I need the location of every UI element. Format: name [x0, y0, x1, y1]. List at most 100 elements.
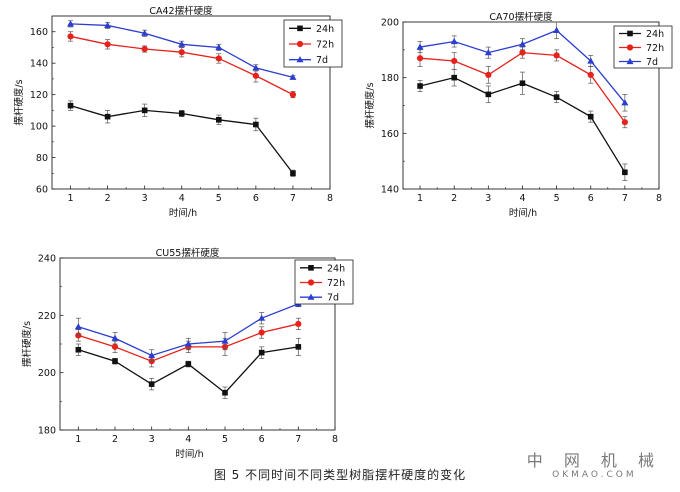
legend-label: 24h: [327, 263, 345, 274]
data-point: [295, 344, 302, 350]
series-24h: [67, 100, 296, 177]
data-point: [67, 33, 74, 40]
data-point: [148, 351, 156, 359]
legend-marker: [296, 40, 304, 48]
x-tick-label: 8: [327, 193, 333, 204]
y-tick-label: 80: [36, 153, 48, 164]
series-line: [78, 346, 299, 394]
data-point: [587, 113, 594, 120]
series-72h: [416, 46, 628, 129]
data-point: [253, 121, 259, 128]
data-point: [621, 119, 628, 126]
y-tick-label: 120: [30, 90, 48, 101]
data-point: [485, 91, 492, 98]
series-24h: [417, 68, 628, 181]
data-point: [622, 169, 628, 176]
legend: 24h 72h 7d: [283, 19, 343, 68]
figure-caption: 图 5 不同时间不同类型树脂摆杆硬度的变化: [213, 468, 467, 482]
chart-title: CA42摆杆硬度: [149, 5, 213, 17]
x-tick-label: 5: [216, 193, 222, 204]
chart-title: CA70摆杆硬度: [489, 11, 553, 23]
legend-marker: [308, 265, 314, 271]
y-tick-label: 180: [38, 426, 56, 437]
data-point: [104, 113, 111, 120]
data-point: [111, 343, 119, 350]
data-point: [519, 49, 526, 56]
data-point: [67, 20, 75, 27]
series-7d: [67, 20, 297, 80]
x-tick-label: 7: [295, 434, 301, 445]
chart-title: CU55摆杆硬度: [156, 247, 220, 259]
x-tick-label: 1: [417, 193, 423, 204]
x-tick-label: 8: [656, 193, 662, 204]
y-tick-label: 160: [30, 27, 48, 38]
data-point: [178, 40, 186, 47]
legend-label: 24h: [646, 29, 664, 40]
data-point: [215, 55, 222, 62]
data-point: [104, 41, 111, 48]
data-point: [295, 320, 302, 328]
data-point: [215, 43, 223, 51]
data-point: [216, 117, 222, 123]
x-tick-label: 8: [332, 434, 338, 445]
x-tick-label: 2: [105, 193, 111, 204]
x-tick-label: 2: [112, 434, 118, 445]
x-axis-label: 时间/h: [175, 448, 203, 460]
x-tick-label: 3: [142, 193, 148, 204]
plot-frame: [59, 257, 336, 431]
y-tick-label: 100: [30, 122, 48, 133]
data-point: [485, 71, 492, 78]
watermark: 中 网 机 械 OKMAO.COM: [527, 452, 662, 481]
x-tick-label: 2: [451, 193, 457, 204]
data-point: [141, 107, 148, 114]
x-axis-label: 时间/h: [169, 207, 197, 219]
data-point: [75, 346, 82, 353]
legend-marker: [626, 57, 634, 65]
data-point: [104, 21, 112, 29]
y-tick-label: 160: [381, 129, 399, 140]
data-point: [587, 57, 595, 64]
legend-marker: [307, 279, 315, 286]
data-point: [553, 52, 560, 59]
data-point: [450, 37, 458, 45]
x-tick-label: 1: [68, 193, 74, 204]
data-point: [222, 389, 228, 396]
plot-frame: [51, 15, 331, 190]
data-point: [553, 26, 561, 33]
y-tick-label: 140: [381, 185, 399, 196]
x-tick-label: 1: [75, 434, 81, 445]
data-point: [148, 381, 155, 387]
data-point: [553, 94, 560, 100]
data-point: [621, 99, 629, 106]
legend-marker: [297, 25, 303, 32]
legend-marker: [626, 44, 634, 51]
data-point: [289, 73, 297, 80]
data-point: [178, 110, 185, 117]
data-point: [484, 49, 492, 56]
y-axis-label: 摆杆硬度/s: [13, 79, 25, 125]
x-tick-label: 4: [185, 434, 191, 445]
y-tick-label: 140: [30, 59, 48, 70]
series-24h: [75, 337, 302, 399]
x-tick-label: 4: [179, 193, 185, 204]
data-point: [258, 314, 266, 321]
chart-panel-3: CU55摆杆硬度 1 2 3 4 5 6 7 8 180 200 220 240 时间/h 摆杆硬度/s 24…: [21, 247, 354, 460]
x-tick-label: 6: [588, 193, 594, 204]
y-axis-label: 摆杆硬度/s: [21, 321, 33, 367]
legend-label: 72h: [646, 43, 664, 54]
data-point: [178, 49, 185, 56]
chart-panel-2: CA70摆杆硬度 1 2 3 4 5 6 7 8 140 160 180 200 时间/h 摆杆硬度/s 24…: [364, 11, 673, 219]
data-point: [289, 91, 297, 98]
y-axis-label: 摆杆硬度/s: [364, 82, 376, 128]
data-point: [290, 170, 296, 177]
x-tick-label: 3: [149, 434, 155, 445]
data-point: [519, 80, 526, 87]
watermark-cn: 中 网 机 械: [526, 451, 662, 470]
legend-label: 7d: [327, 293, 339, 304]
legend-label: 24h: [316, 24, 334, 35]
x-axis-label: 时间/h: [509, 207, 537, 219]
data-point: [141, 45, 148, 53]
data-point: [221, 337, 229, 344]
legend-marker: [307, 293, 315, 300]
